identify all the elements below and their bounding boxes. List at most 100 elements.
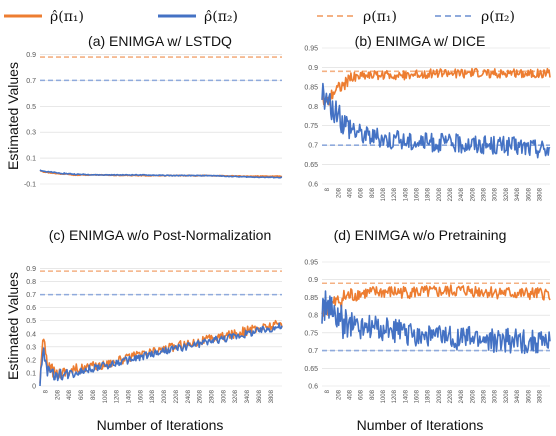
x-tick-label: 3608 — [526, 389, 532, 403]
x-tick-label: 3408 — [245, 389, 251, 403]
x-tick-label: 1208 — [115, 389, 121, 403]
x-axis-label-left: Number of Iterations — [97, 417, 224, 433]
x-tick-label: 2208 — [448, 389, 454, 403]
x-tick-label: 208 — [55, 389, 61, 400]
x-tick-label: 608 — [359, 389, 365, 400]
y-tick-label: 0.75 — [304, 330, 318, 337]
x-tick-label: 3208 — [233, 389, 239, 403]
x-tick-label: 2608 — [470, 389, 476, 403]
x-tick-label: 3008 — [221, 389, 227, 403]
x-tick-label: 3808 — [269, 389, 275, 403]
series-line-2 — [39, 169, 283, 179]
x-tick-label: 1008 — [381, 389, 387, 403]
series-line-1 — [321, 67, 551, 106]
y-tick-label: 0.9 — [308, 277, 318, 284]
x-tick-label: 3208 — [504, 187, 510, 201]
legend-label-4: ρ(π₂) — [481, 9, 515, 25]
panel-title: (b) ENIMGA w/ DICE — [355, 33, 486, 49]
x-tick-label: 3008 — [493, 187, 499, 201]
y-tick-label: 0.9 — [308, 65, 318, 72]
panel-b-dice: (b) ENIMGA w/ DICE 0.6 0.65 0.7 0.75 0.8 0.85 0… — [304, 33, 551, 201]
x-tick-label: 3208 — [504, 389, 510, 403]
y-tick-label: 0.85 — [304, 295, 318, 302]
x-tick-label: 1808 — [426, 187, 432, 201]
x-tick-label: 1008 — [103, 389, 109, 403]
y-tick-label: 0 — [32, 384, 36, 391]
y-tick-label: 0.9 — [26, 52, 36, 59]
x-tick-label: 8 — [325, 389, 331, 393]
y-tick-label: 0.8 — [308, 104, 318, 111]
panel-a-lstdq: (a) ENIMGA w/ LSTDQ -0.1 0.1 0.3 0.5 0.7 0.9 — [24, 33, 283, 189]
y-tick-label: 0.8 — [308, 313, 318, 320]
x-tick-label: 1608 — [415, 389, 421, 403]
x-tick-label: 2008 — [437, 187, 443, 201]
y-tick-label: 0.6 — [308, 182, 318, 189]
x-tick-label: 8 — [44, 389, 50, 393]
panel-title: (c) ENIMGA w/o Post-Normalization — [49, 227, 272, 243]
x-tick-label: 3608 — [526, 187, 532, 201]
y-tick-label: 0.7 — [308, 143, 318, 150]
y-axis-label-bottom: Estimated Values — [5, 272, 21, 380]
legend-label-3: ρ(π₁) — [363, 9, 397, 25]
legend-label-2: ρ̂(π₂) — [204, 9, 238, 25]
y-tick-label: -0.1 — [24, 182, 36, 189]
panel-d-no-pretraining: (d) ENIMGA w/o Pretraining 0.6 0.65 0.7 0.75… — [304, 227, 551, 403]
y-tick-label: 0.1 — [26, 156, 36, 163]
x-tick-label: 808 — [91, 389, 97, 400]
x-tick-label: 608 — [359, 187, 365, 198]
x-tick-label: 2208 — [174, 389, 180, 403]
x-tick-label: 3808 — [537, 187, 543, 201]
y-tick-label: 0.3 — [26, 344, 36, 351]
x-tick-label: 2208 — [448, 187, 454, 201]
x-tick-label: 3008 — [493, 389, 499, 403]
panel-c-no-post-normalization: (c) ENIMGA w/o Post-Normalization 0 0.1 0.2… — [26, 227, 283, 403]
x-tick-label: 408 — [348, 389, 354, 400]
x-tick-label: 2808 — [210, 389, 216, 403]
x-tick-label: 2408 — [186, 389, 192, 403]
x-tick-label: 808 — [370, 187, 376, 198]
x-tick-label: 3408 — [515, 389, 521, 403]
x-tick-label: 1808 — [150, 389, 156, 403]
y-tick-label: 0.5 — [26, 104, 36, 111]
x-tick-label: 2408 — [459, 187, 465, 201]
y-tick-label: 0.6 — [26, 305, 36, 312]
x-tick-label: 2608 — [470, 187, 476, 201]
x-tick-label: 1008 — [381, 187, 387, 201]
x-tick-label: 3608 — [257, 389, 263, 403]
x-tick-label: 208 — [336, 389, 342, 400]
legend: ρ̂(π₁) ρ̂(π₂) ρ(π₁) ρ(π₂) — [4, 9, 515, 25]
x-tick-label: 2608 — [198, 389, 204, 403]
series-line-2 — [321, 290, 551, 355]
x-tick-label: 2808 — [482, 389, 488, 403]
y-tick-label: 0.7 — [26, 292, 36, 299]
y-tick-label: 0.65 — [304, 162, 318, 169]
x-tick-label: 1808 — [426, 389, 432, 403]
x-axis-label-right: Number of Iterations — [357, 417, 484, 433]
x-tick-label: 608 — [79, 389, 85, 400]
x-tick-label: 2008 — [437, 389, 443, 403]
x-tick-label: 2008 — [162, 389, 168, 403]
y-tick-label: 0.85 — [304, 84, 318, 91]
y-tick-label: 0.4 — [26, 331, 36, 338]
series-line-1 — [321, 284, 551, 317]
series-line-2 — [321, 82, 551, 159]
y-tick-label: 0.9 — [26, 266, 36, 273]
x-tick-label: 1608 — [415, 187, 421, 201]
x-tick-label: 2408 — [459, 389, 465, 403]
y-tick-label: 0.6 — [308, 384, 318, 391]
x-tick-label: 3408 — [515, 187, 521, 201]
y-tick-label: 0.95 — [304, 260, 318, 267]
x-tick-label: 2808 — [482, 187, 488, 201]
y-tick-label: 0.1 — [26, 370, 36, 377]
y-tick-label: 0.5 — [26, 318, 36, 325]
y-tick-label: 0.75 — [304, 123, 318, 130]
x-tick-label: 1608 — [138, 389, 144, 403]
x-tick-label: 1208 — [392, 187, 398, 201]
y-tick-label: 0.7 — [308, 348, 318, 355]
x-tick-label: 1208 — [392, 389, 398, 403]
y-tick-label: 0.95 — [304, 46, 318, 53]
x-tick-label: 408 — [348, 187, 354, 198]
x-tick-label: 1408 — [403, 187, 409, 201]
x-tick-label: 1408 — [127, 389, 133, 403]
